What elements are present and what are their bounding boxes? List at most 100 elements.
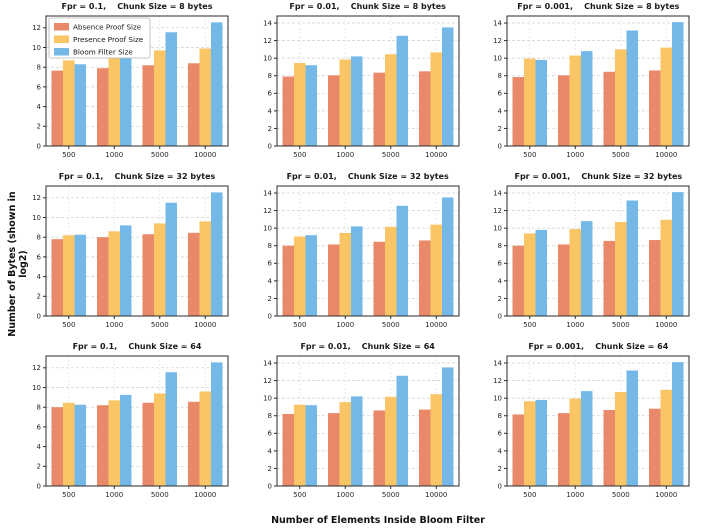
bar-presence-proof bbox=[569, 398, 582, 486]
x-tick-label: 500 bbox=[523, 491, 536, 499]
y-tick-label: 2 bbox=[267, 295, 271, 303]
bar-bloom-filter bbox=[581, 221, 593, 316]
y-tick-label: 14 bbox=[493, 359, 502, 367]
bar-presence-proof bbox=[660, 47, 673, 146]
y-tick-label: 12 bbox=[263, 37, 272, 45]
bar-presence-proof bbox=[384, 396, 397, 486]
y-tick-label: 4 bbox=[37, 273, 42, 281]
bar-presence-proof bbox=[660, 389, 673, 486]
bar-bloom-filter bbox=[535, 59, 548, 147]
bar-absence-proof bbox=[649, 240, 661, 316]
subplot-title: Fpr = 0.001, Chunk Size = 32 bytes bbox=[514, 172, 683, 181]
bar-bloom-filter bbox=[211, 22, 223, 146]
y-tick-label: 6 bbox=[37, 423, 42, 431]
bar-absence-proof bbox=[188, 232, 200, 316]
bar-chart-canvas: 0 2 4 6 8 10 12 14 500 1000 5000 10000 bbox=[263, 185, 460, 329]
bar-presence-proof bbox=[108, 56, 120, 147]
bar-absence-proof bbox=[558, 75, 570, 146]
y-tick-label: 8 bbox=[37, 404, 41, 412]
y-tick-label: 8 bbox=[498, 72, 502, 80]
axes-frame bbox=[506, 15, 690, 147]
subplot-fpr0.1-chunk64: Fpr = 0.1, Chunk Size = 64 0 2 4 6 8 10 12 500 10… bbox=[14, 340, 244, 510]
bar-chart-canvas: 0 2 4 6 8 10 12 14 500 1000 5000 10000 bbox=[493, 355, 690, 499]
y-tick-label: 6 bbox=[267, 430, 272, 438]
bar-absence-proof bbox=[97, 237, 109, 316]
subplot-title: Fpr = 0.01, Chunk Size = 64 bbox=[300, 342, 435, 351]
y-tick-label: 4 bbox=[37, 103, 42, 111]
bar-presence-proof bbox=[524, 401, 536, 486]
bar-presence-proof bbox=[108, 231, 120, 316]
y-tick-label: 12 bbox=[493, 377, 502, 385]
subplot-fpr0.01-chunk32: Fpr = 0.01, Chunk Size = 32 bytes 0 2 4 6 8 10… bbox=[245, 170, 475, 340]
bar-presence-proof bbox=[430, 52, 442, 147]
y-tick-label: 4 bbox=[498, 447, 503, 455]
x-tick-label: 500 bbox=[293, 491, 306, 499]
bar-absence-proof bbox=[649, 408, 661, 486]
x-tick-label: 10000 bbox=[425, 321, 447, 329]
y-tick-label: 8 bbox=[267, 242, 271, 250]
bar-bloom-filter bbox=[672, 22, 684, 146]
axes-frame bbox=[276, 185, 460, 317]
legend-label: Bloom Filter Size bbox=[73, 48, 133, 57]
bar-bloom-filter bbox=[165, 202, 177, 316]
y-tick-label: 2 bbox=[37, 463, 41, 471]
bar-absence-proof bbox=[512, 414, 525, 486]
bar-bloom-filter bbox=[211, 362, 223, 486]
x-tick-label: 10000 bbox=[194, 321, 216, 329]
bar-bloom-filter bbox=[120, 54, 132, 146]
x-tick-label: 1000 bbox=[105, 321, 123, 329]
subplot-fpr0.001-chunk8: Fpr = 0.001, Chunk Size = 8 bytes 0 2 4 6 8 10… bbox=[475, 0, 705, 170]
figure-x-axis-label: Number of Elements Inside Bloom Filter bbox=[271, 515, 485, 526]
axes-frame bbox=[506, 355, 690, 487]
x-tick-label: 5000 bbox=[381, 491, 399, 499]
bar-presence-proof bbox=[63, 60, 75, 147]
bar-absence-proof bbox=[51, 239, 63, 316]
y-tick-label: 4 bbox=[498, 277, 503, 285]
y-tick-label: 0 bbox=[498, 482, 502, 490]
y-tick-label: 14 bbox=[493, 19, 502, 27]
y-tick-label: 14 bbox=[493, 189, 502, 197]
bar-presence-proof bbox=[154, 223, 166, 316]
y-tick-label: 6 bbox=[37, 253, 42, 261]
bar-presence-proof bbox=[430, 224, 442, 316]
subplot-title: Fpr = 0.1, Chunk Size = 8 bytes bbox=[61, 2, 213, 11]
x-tick-label: 1000 bbox=[567, 491, 585, 499]
x-tick-label: 10000 bbox=[425, 151, 447, 159]
bar-absence-proof bbox=[282, 413, 294, 486]
y-tick-label: 12 bbox=[32, 364, 41, 372]
bar-absence-proof bbox=[603, 240, 616, 316]
x-tick-label: 500 bbox=[293, 151, 306, 159]
bar-absence-proof bbox=[327, 244, 340, 316]
y-tick-label: 4 bbox=[267, 277, 272, 285]
bar-bloom-filter bbox=[441, 367, 454, 486]
bar-bloom-filter bbox=[441, 27, 454, 147]
x-tick-label: 500 bbox=[62, 321, 75, 329]
x-tick-label: 10000 bbox=[425, 491, 447, 499]
y-tick-label: 6 bbox=[498, 260, 503, 268]
x-tick-label: 10000 bbox=[194, 491, 216, 499]
y-tick-label: 2 bbox=[498, 295, 502, 303]
y-tick-label: 10 bbox=[263, 55, 272, 63]
x-tick-label: 1000 bbox=[105, 491, 123, 499]
y-tick-label: 6 bbox=[37, 83, 42, 91]
bar-bloom-filter bbox=[74, 64, 86, 146]
bar-absence-proof bbox=[327, 75, 340, 146]
bar-absence-proof bbox=[282, 76, 294, 146]
bar-bloom-filter bbox=[581, 391, 593, 486]
axes-frame bbox=[45, 185, 229, 317]
bar-presence-proof bbox=[63, 235, 75, 316]
subplot-fpr0.01-chunk8: Fpr = 0.01, Chunk Size = 8 bytes 0 2 4 6 8 10 1… bbox=[245, 0, 475, 170]
x-tick-label: 5000 bbox=[151, 321, 169, 329]
y-tick-label: 10 bbox=[493, 395, 502, 403]
y-tick-label: 10 bbox=[493, 225, 502, 233]
y-tick-label: 0 bbox=[37, 482, 41, 490]
subplot-fpr0.1-chunk8: Fpr = 0.1, Chunk Size = 8 bytes 0 2 4 6 8 10 12… bbox=[14, 0, 244, 170]
x-tick-label: 10000 bbox=[655, 321, 677, 329]
y-tick-label: 10 bbox=[32, 214, 41, 222]
y-tick-label: 8 bbox=[498, 242, 502, 250]
y-tick-label: 8 bbox=[267, 412, 271, 420]
bar-bloom-filter bbox=[350, 396, 363, 486]
bar-bloom-filter bbox=[165, 32, 177, 146]
bar-absence-proof bbox=[512, 245, 525, 316]
bar-presence-proof bbox=[154, 393, 166, 486]
